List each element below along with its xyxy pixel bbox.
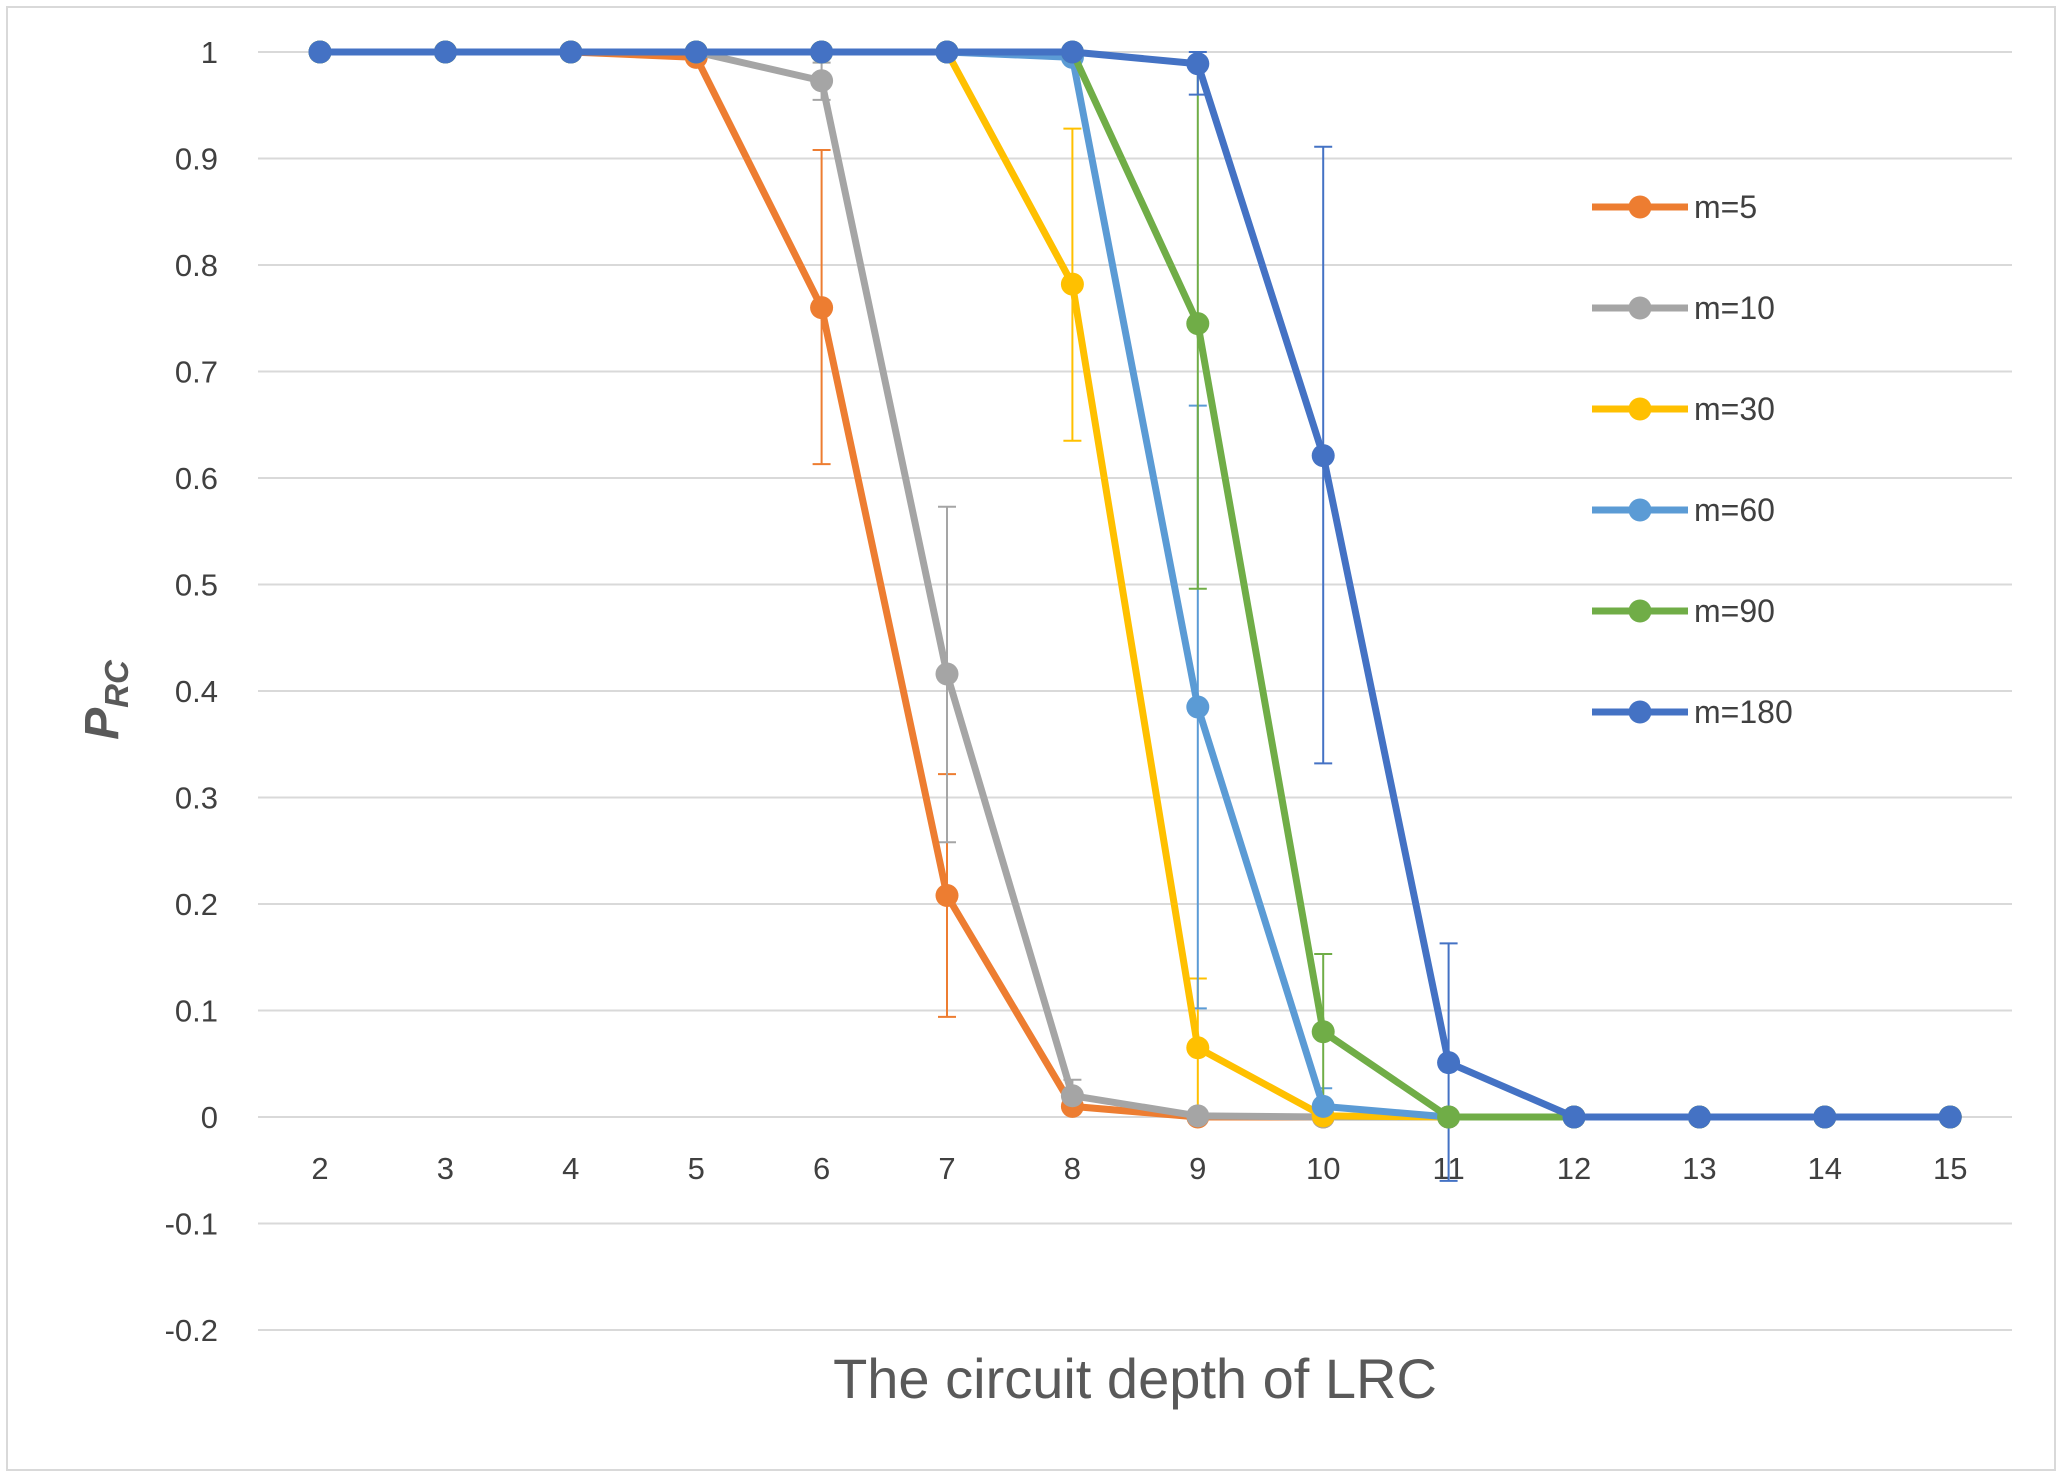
y-axis-label-main: P [76,707,129,740]
legend-item: m=180 [1592,694,1793,730]
y-tick-label: -0.2 [165,1313,218,1348]
data-point [1186,695,1210,719]
y-tick-label: 0 [201,1100,218,1135]
y-axis-label: PRC [76,659,135,740]
x-tick-label: 7 [938,1151,955,1186]
x-tick-label: 4 [562,1151,579,1186]
legend-label: m=60 [1694,492,1775,528]
series-lines [308,40,1962,1129]
data-point [1437,1051,1461,1075]
x-tick-label: 3 [437,1151,454,1186]
data-point [810,40,834,64]
data-point [1437,1105,1461,1129]
x-tick-label: 12 [1557,1151,1591,1186]
data-point [1311,1094,1335,1118]
legend-item: m=60 [1592,492,1775,528]
data-point [1813,1105,1837,1129]
data-point [1311,444,1335,468]
x-tick-label: 10 [1306,1151,1340,1186]
x-tick-label: 15 [1933,1151,1967,1186]
data-point [308,40,332,64]
series-m=180 [308,40,1962,1129]
y-tick-label: 0.2 [175,887,218,922]
y-tick-label: 0.4 [175,674,218,709]
y-tick-label: 0.1 [175,994,218,1029]
x-tick-label: 9 [1189,1151,1206,1186]
y-tick-label: 0.8 [175,248,218,283]
data-point [559,40,583,64]
data-point [1311,1020,1335,1044]
y-tick-label: 0.5 [175,568,218,603]
data-point [1186,312,1210,336]
x-tick-label: 13 [1682,1151,1716,1186]
data-point [1060,40,1084,64]
data-point [935,883,959,907]
legend-marker [1628,599,1652,623]
data-point [810,69,834,93]
series-line [320,48,1951,1121]
error-bars [812,51,1458,1182]
legend: m=5 m=10 m=30 m=60 m=90 m=180 [1592,189,1793,730]
x-tick-label: 14 [1808,1151,1842,1186]
legend-item: m=30 [1592,391,1775,427]
y-axis-label-sub: RC [98,659,135,708]
data-point [1562,1105,1586,1129]
y-tick-label: 1 [201,35,218,70]
data-point [684,40,708,64]
y-axis-ticks: 1 0.9 0.8 0.7 0.6 0.5 0.4 0.3 0.2 0.1 0 -0.1 -0.2 [165,35,218,1348]
data-point [1938,1105,1962,1129]
legend-label: m=30 [1694,391,1775,427]
legend-item: m=90 [1592,593,1775,629]
grid-lines [258,51,2012,1331]
data-point [1186,1036,1210,1060]
x-axis-ticks: 2 3 4 5 6 7 8 9 10 11 12 13 14 15 [311,1151,1967,1186]
legend-marker [1628,397,1652,421]
y-tick-label: 0.6 [175,461,218,496]
legend-item: m=5 [1592,189,1757,225]
y-tick-label: -0.1 [165,1207,218,1242]
chart-frame [6,6,2056,1471]
y-tick-label: 0.3 [175,781,218,816]
data-point [1687,1105,1711,1129]
x-axis-label: The circuit depth of LRC [833,1347,1437,1410]
legend-label: m=5 [1694,189,1757,225]
data-point [1186,52,1210,76]
data-point [935,662,959,686]
x-tick-label: 6 [813,1151,830,1186]
legend-label: m=90 [1694,593,1775,629]
y-tick-label: 0.9 [175,142,218,177]
data-point [1060,272,1084,296]
legend-marker [1628,195,1652,219]
legend-label: m=180 [1694,694,1793,730]
legend-marker [1628,700,1652,724]
legend-item: m=10 [1592,290,1775,326]
y-tick-label: 0.7 [175,355,218,390]
x-tick-label: 2 [311,1151,328,1186]
legend-marker [1628,296,1652,320]
x-tick-label: 8 [1064,1151,1081,1186]
data-point [1186,1104,1210,1128]
x-tick-label: 5 [688,1151,705,1186]
data-point [1060,1084,1084,1108]
data-point [433,40,457,64]
data-point [810,296,834,320]
legend-label: m=10 [1694,290,1775,326]
data-point [935,40,959,64]
legend-marker [1628,498,1652,522]
